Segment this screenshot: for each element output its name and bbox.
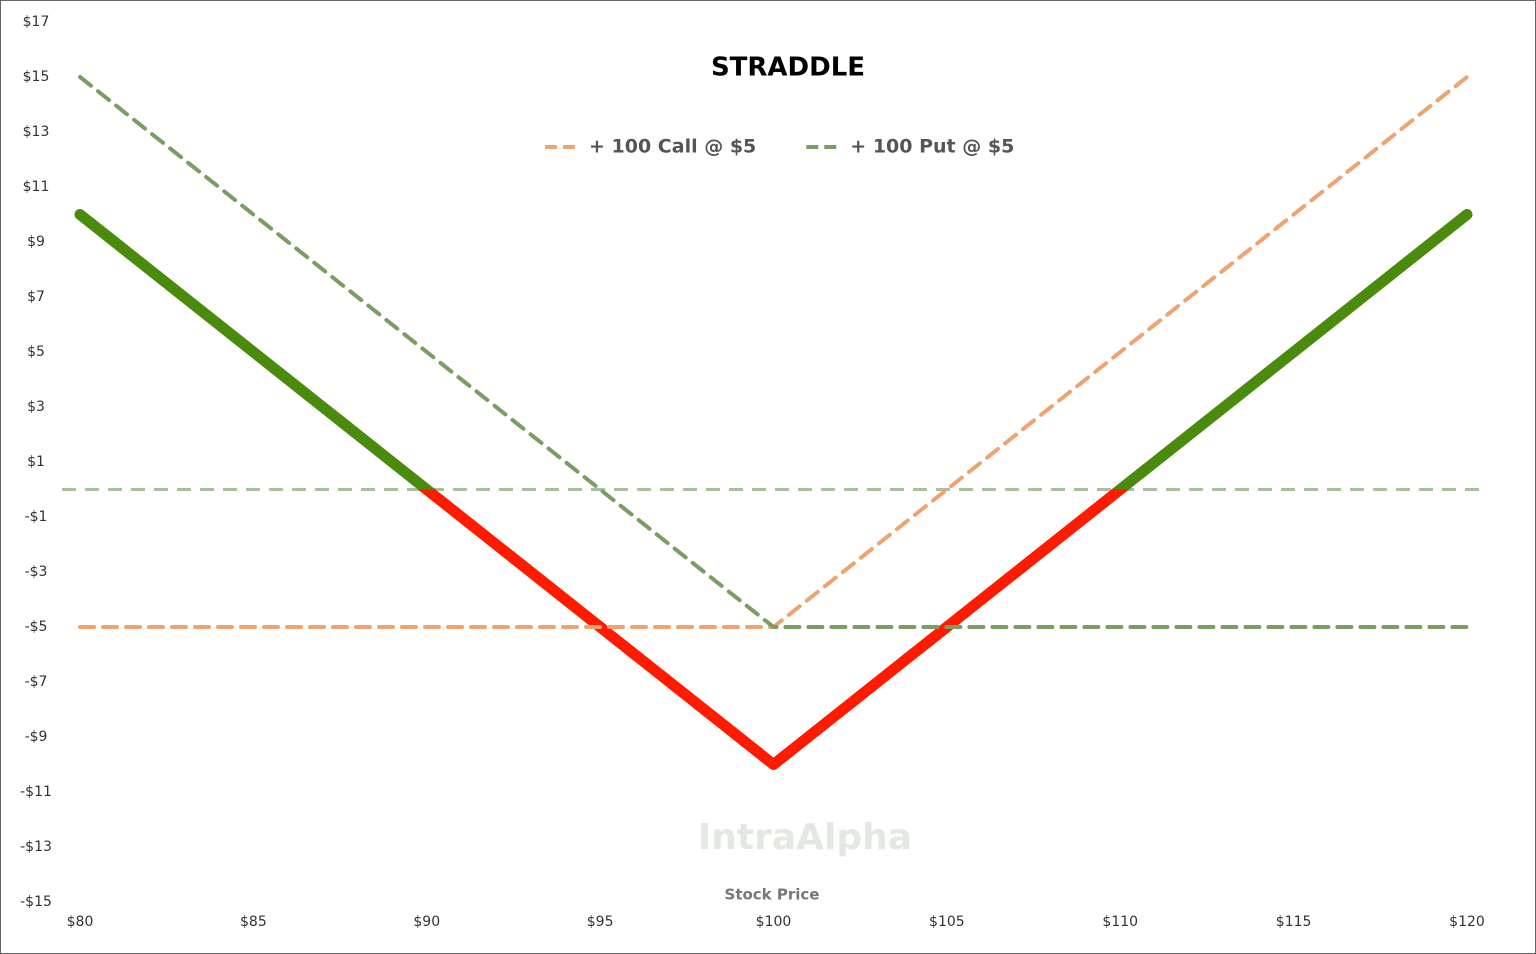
x-tick-label: $120 xyxy=(1449,914,1485,930)
x-tick-label: $110 xyxy=(1102,914,1138,930)
y-tick-label: $17 xyxy=(23,14,50,30)
x-tick-label: $100 xyxy=(756,914,792,930)
x-tick-label: $80 xyxy=(67,914,94,930)
y-tick-label: -$9 xyxy=(25,729,48,745)
y-tick-label: -$5 xyxy=(25,619,48,635)
x-tick-label: $95 xyxy=(587,914,614,930)
y-tick-label: $1 xyxy=(27,454,45,470)
y-tick-label: -$3 xyxy=(25,564,48,580)
y-tick-label: $7 xyxy=(27,289,45,305)
y-tick-label: $3 xyxy=(27,399,45,415)
dashed-line xyxy=(78,75,1469,629)
x-tick-label: $90 xyxy=(413,914,440,930)
y-tick-label: $5 xyxy=(27,344,45,360)
y-tick-label: -$1 xyxy=(25,509,48,525)
x-tick-label: $115 xyxy=(1276,914,1312,930)
payoff-line xyxy=(74,209,1473,770)
y-tick-label: $11 xyxy=(23,179,50,195)
y-tick-label: -$7 xyxy=(25,674,48,690)
y-tick-label: -$13 xyxy=(20,839,52,855)
x-axis-label: Stock Price xyxy=(725,886,820,904)
y-tick-label: $15 xyxy=(23,69,50,85)
y-tick-label: -$11 xyxy=(20,784,52,800)
y-tick-label: $9 xyxy=(27,234,45,250)
chart-title: STRADDLE xyxy=(711,53,865,83)
x-tick-label: $105 xyxy=(929,914,965,930)
y-tick-label: $13 xyxy=(23,124,50,140)
legend-label: + 100 Call @ $5 xyxy=(589,136,756,158)
y-tick-label: -$15 xyxy=(20,894,52,910)
legend-label: + 100 Put @ $5 xyxy=(850,136,1014,158)
watermark: IntraAlpha xyxy=(698,817,912,858)
x-tick-label: $85 xyxy=(240,914,267,930)
